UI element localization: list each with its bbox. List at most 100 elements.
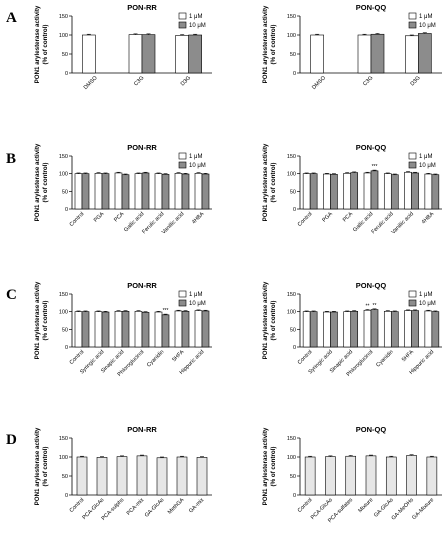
bar-2-1 — [418, 33, 432, 74]
y-tick-label: 100 — [287, 172, 296, 178]
chart-panel-6: D PON-RR 0 50 100 150 PON1 arylesterase activi… — [6, 425, 212, 522]
x-tick-label: DMSO — [311, 75, 327, 91]
x-tick-label: C3G — [362, 75, 374, 87]
y-tick-label: 50 — [290, 474, 296, 480]
bar-3-1 — [141, 312, 150, 348]
bar-0-0 — [74, 173, 83, 210]
legend-swatch — [408, 290, 417, 298]
bar-5-1 — [411, 310, 419, 348]
legend-swatch — [178, 290, 187, 298]
legend-label: 10 μM — [419, 301, 436, 307]
x-tick-label: PCA-mix — [126, 497, 146, 517]
x-tick-label: Vanillic acid — [390, 211, 414, 235]
legend-swatch — [408, 21, 417, 29]
legend-swatch — [178, 161, 187, 169]
chart-panel-1: PON-QQ 0 50 100 150 PON1 arylesterase activit… — [262, 3, 442, 91]
chart-title: PON-QQ — [356, 425, 387, 434]
bar-2-0 — [114, 311, 123, 348]
x-tick-label: Cyanidin — [375, 349, 394, 368]
bar-0-1 — [309, 311, 318, 348]
y-tick-label: 0 — [65, 345, 68, 351]
bar-6-0 — [196, 457, 208, 496]
bar-4-0 — [156, 457, 168, 496]
bar-6-1 — [201, 310, 210, 348]
y-axis-title: PON1 arylesterase activity — [262, 143, 269, 221]
y-tick-label: 150 — [287, 154, 296, 160]
legend-label: 1 μM — [189, 154, 202, 160]
y-axis-subtitle: (% of control) — [270, 163, 277, 203]
y-tick-label: 50 — [62, 327, 68, 333]
y-tick-label: 150 — [287, 14, 296, 20]
bar-5-1 — [411, 172, 419, 210]
y-tick-label: 100 — [59, 172, 68, 178]
chart-panel-5: PON-QQ 0 50 100 150 PON1 arylesterase activit… — [262, 281, 442, 378]
bar-3-0 — [363, 172, 372, 210]
y-tick-label: 150 — [59, 154, 68, 160]
y-tick-label: 50 — [62, 189, 68, 195]
y-axis-title: PON1 arylesterase activity — [34, 281, 41, 359]
significance-marker: ** — [366, 304, 370, 310]
bar-0-1 — [81, 173, 90, 210]
panel-label: A — [6, 10, 17, 26]
y-axis-subtitle: (% of control) — [42, 301, 49, 341]
significance-marker: *** — [372, 164, 378, 170]
x-tick-label: Control — [297, 349, 314, 366]
bar-2-1 — [121, 174, 130, 210]
panel-label: B — [6, 151, 16, 167]
bar-5-0 — [404, 171, 412, 210]
x-tick-label: PGA — [93, 211, 106, 224]
y-tick-label: 50 — [62, 474, 68, 480]
legend-label: 1 μM — [189, 292, 202, 298]
chart-title: PON-RR — [127, 281, 157, 290]
bar-2-0 — [343, 173, 352, 210]
x-tick-label: GA-GlcAs — [144, 497, 166, 519]
y-tick-label: 0 — [65, 493, 68, 499]
x-tick-label: D3G — [410, 75, 422, 87]
bar-2-0 — [114, 172, 123, 210]
bar-2-0 — [343, 311, 352, 348]
y-axis-title: PON1 arylesterase activity — [262, 5, 269, 83]
legend-swatch — [408, 299, 417, 307]
legend-swatch — [408, 12, 417, 20]
bar-5-1 — [181, 311, 190, 348]
bar-6-0 — [424, 310, 433, 348]
bar-1-1 — [370, 33, 385, 74]
y-axis-title: PON1 arylesterase activity — [262, 427, 269, 505]
bar-3-0 — [363, 309, 372, 348]
legend-swatch — [178, 12, 187, 20]
chart-panel-2: B PON-RR 0 50 100 150 PON1 arylesterase activi… — [6, 143, 212, 236]
legend-label: 10 μM — [189, 301, 206, 307]
chart-title: PON-QQ — [356, 143, 387, 152]
y-axis-title: PON1 arylesterase activity — [34, 427, 41, 505]
significance-marker: *** — [163, 308, 169, 314]
bar-1-0 — [128, 34, 143, 74]
y-tick-label: 150 — [59, 436, 68, 442]
bar-0-0 — [74, 311, 83, 348]
bar-2-0 — [175, 35, 189, 74]
chart-title: PON-RR — [127, 143, 157, 152]
bar-1-0 — [323, 311, 331, 348]
bar-4-1 — [161, 174, 170, 210]
bar-0-0 — [76, 456, 88, 496]
bar-1-1 — [330, 311, 338, 348]
y-axis-subtitle: (% of control) — [270, 447, 277, 487]
legend-swatch — [408, 161, 417, 169]
bar-2-0 — [116, 456, 128, 496]
bar-4-0 — [385, 456, 397, 496]
legend-label: 10 μM — [189, 23, 206, 29]
x-tick-label: D3G — [180, 75, 192, 87]
bar-3-0 — [134, 173, 143, 210]
y-axis-title: PON1 arylesterase activity — [262, 281, 269, 359]
y-tick-label: 50 — [290, 327, 296, 333]
x-tick-label: 4HBA — [191, 211, 206, 226]
legend-label: 1 μM — [419, 154, 432, 160]
bar-3-1 — [141, 172, 150, 210]
bar-2-1 — [350, 311, 359, 348]
y-tick-label: 100 — [287, 310, 296, 316]
y-axis-subtitle: (% of control) — [270, 301, 277, 341]
bar-1-0 — [94, 173, 103, 210]
x-tick-label: PGA — [321, 211, 334, 224]
legend-swatch — [178, 21, 187, 29]
bar-6-0 — [424, 173, 433, 210]
